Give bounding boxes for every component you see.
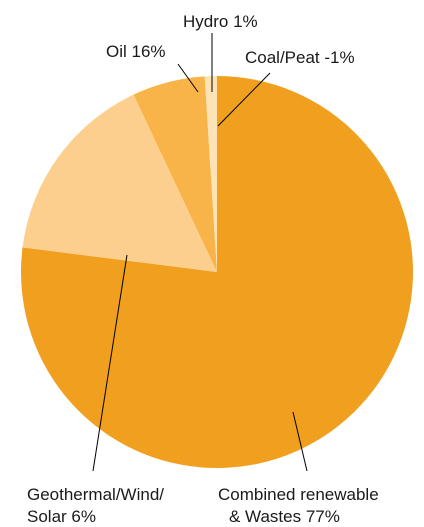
label-oil: Oil 16% <box>106 42 166 61</box>
pie-slices <box>20 76 413 468</box>
label-hydro: Hydro 1% <box>183 12 258 31</box>
label-geothermal-line1: Geothermal/Wind/ <box>27 485 164 504</box>
label-combined-line1: Combined renewable <box>218 485 379 504</box>
slice-oil <box>133 76 217 272</box>
leader-geothermal <box>92 254 128 472</box>
label-coal-peat: Coal/Peat -1% <box>245 48 355 67</box>
label-combined-line2: & Wastes 77% <box>229 507 340 526</box>
slice-geothermal-wind-solar <box>22 94 218 272</box>
leader-lines <box>92 33 308 472</box>
leader-combined <box>292 411 308 472</box>
label-geothermal-line2: Solar 6% <box>27 507 96 526</box>
leader-coal-peat <box>217 72 271 127</box>
leader-oil <box>177 63 199 93</box>
slice-hydro <box>204 76 217 272</box>
